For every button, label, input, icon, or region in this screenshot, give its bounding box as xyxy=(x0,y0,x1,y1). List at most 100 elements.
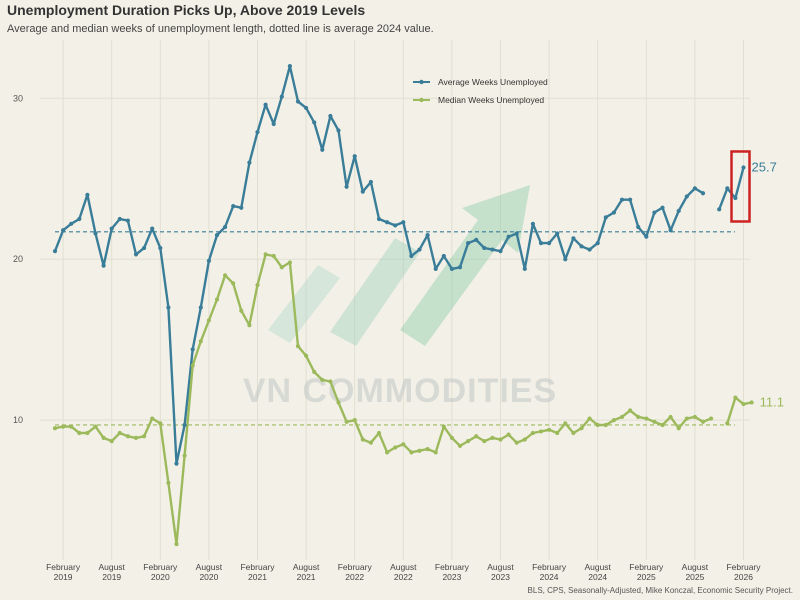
data-point-1 xyxy=(636,414,641,420)
data-point-1 xyxy=(206,318,211,323)
data-point-0 xyxy=(125,218,130,223)
data-point-1 xyxy=(166,480,171,486)
data-point-1 xyxy=(150,416,155,421)
data-point-1 xyxy=(644,416,649,421)
chart-title: Unemployment Duration Picks Up, Above 20… xyxy=(7,2,365,18)
data-point-1 xyxy=(352,418,357,423)
data-point-0 xyxy=(571,236,576,241)
data-point-1 xyxy=(279,265,284,270)
data-point-1 xyxy=(376,430,382,436)
data-point-0 xyxy=(741,165,746,170)
data-point-1 xyxy=(506,432,511,437)
data-point-1 xyxy=(684,416,689,421)
data-point-0 xyxy=(692,186,698,191)
legend-marker-median xyxy=(419,97,424,103)
data-point-1 xyxy=(692,414,698,420)
data-point-1 xyxy=(457,443,463,449)
data-point-0 xyxy=(312,120,317,125)
data-point-0 xyxy=(61,228,66,233)
series-points xyxy=(52,63,754,547)
x-tick-label: 2026 xyxy=(734,572,753,582)
y-tick-label: 20 xyxy=(13,254,23,264)
data-point-1 xyxy=(247,323,252,328)
chart-caption: BLS, CPS, Seasonally-Adjusted, Mike Konc… xyxy=(528,586,793,595)
data-point-1 xyxy=(368,440,373,445)
data-point-0 xyxy=(190,347,195,352)
data-point-1 xyxy=(69,424,74,429)
data-point-0 xyxy=(514,231,519,236)
data-point-0 xyxy=(538,241,544,246)
data-point-0 xyxy=(101,263,106,268)
data-point-1 xyxy=(668,414,673,420)
data-point-1 xyxy=(287,260,292,265)
data-point-0 xyxy=(223,224,228,230)
data-point-0 xyxy=(133,252,139,257)
data-point-0 xyxy=(231,204,236,209)
data-point-0 xyxy=(668,228,673,233)
data-point-0 xyxy=(69,221,74,226)
x-tick-label: 2023 xyxy=(491,572,510,582)
x-tick-label: August xyxy=(293,562,320,572)
data-point-0 xyxy=(506,234,511,239)
watermark: VN COMMODITIES xyxy=(243,185,556,410)
data-point-1 xyxy=(749,400,754,405)
data-point-1 xyxy=(117,430,122,436)
x-tick-label: February xyxy=(532,562,567,572)
data-point-0 xyxy=(595,241,600,246)
data-point-0 xyxy=(466,241,471,246)
data-point-1 xyxy=(611,418,617,423)
data-point-0 xyxy=(433,266,438,271)
watermark-arrow-shape xyxy=(400,185,530,346)
watermark-arrow-shape xyxy=(268,265,340,343)
data-point-1 xyxy=(652,419,657,424)
data-point-1 xyxy=(660,422,665,428)
data-point-0 xyxy=(579,244,584,249)
x-tick-label: February xyxy=(338,562,373,572)
data-point-1 xyxy=(603,422,608,428)
y-axis: 10 20 30 xyxy=(13,93,23,425)
data-point-1 xyxy=(449,435,454,440)
data-point-0 xyxy=(328,113,333,119)
watermark-arrow-shape xyxy=(330,238,420,346)
data-point-0 xyxy=(77,216,82,222)
data-point-0 xyxy=(441,253,446,259)
data-point-1 xyxy=(198,339,203,344)
data-point-0 xyxy=(158,245,163,251)
data-point-1 xyxy=(85,430,90,436)
x-tick-label: February xyxy=(726,562,761,572)
data-point-1 xyxy=(312,369,317,374)
data-point-1 xyxy=(174,541,179,547)
data-point-0 xyxy=(644,234,649,239)
data-point-0 xyxy=(457,265,463,270)
legend-label-average: Average Weeks Unemployed xyxy=(438,77,548,87)
data-point-0 xyxy=(660,205,665,210)
data-point-1 xyxy=(514,440,519,445)
data-point-0 xyxy=(206,258,211,263)
data-point-1 xyxy=(263,252,268,257)
x-tick-label: 2021 xyxy=(297,572,316,582)
data-point-1 xyxy=(182,453,187,458)
data-point-0 xyxy=(360,189,365,194)
x-tick-label: February xyxy=(435,562,470,572)
data-point-1 xyxy=(441,424,446,429)
data-point-0 xyxy=(385,220,390,225)
chart-subtitle: Average and median weeks of unemployment… xyxy=(7,23,434,35)
data-point-0 xyxy=(344,184,349,189)
data-point-1 xyxy=(538,429,544,434)
x-tick-label: 2022 xyxy=(345,572,364,582)
data-point-0 xyxy=(425,232,430,238)
data-point-0 xyxy=(255,129,260,135)
data-point-1 xyxy=(328,379,333,384)
data-point-1 xyxy=(360,437,365,442)
data-point-0 xyxy=(733,195,738,201)
x-tick-label: 2019 xyxy=(102,572,121,582)
data-point-1 xyxy=(304,353,309,358)
data-point-0 xyxy=(142,245,147,251)
data-point-1 xyxy=(133,435,139,440)
data-point-0 xyxy=(482,245,487,251)
data-point-0 xyxy=(522,266,527,271)
x-tick-label: February xyxy=(240,562,275,572)
y-tick-label: 30 xyxy=(13,93,23,103)
highlight-box xyxy=(730,150,751,223)
data-point-0 xyxy=(530,221,536,226)
